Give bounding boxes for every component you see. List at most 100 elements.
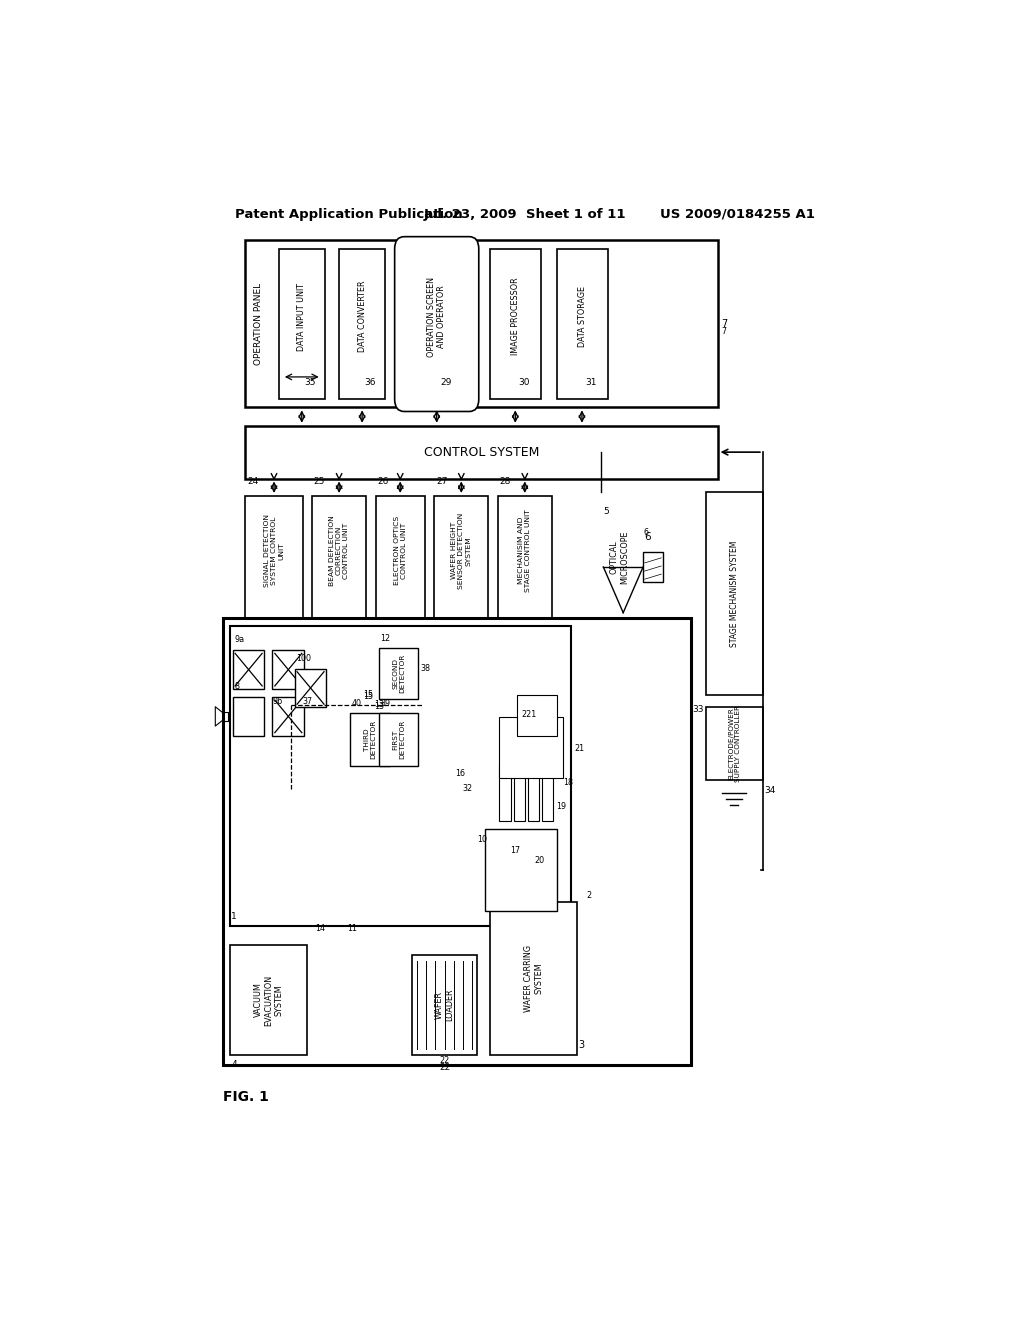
Text: VACUUM
EVACUATION
SYSTEM: VACUUM EVACUATION SYSTEM [254,974,284,1026]
Text: 32: 32 [463,784,473,792]
Text: 1: 1 [231,912,237,921]
Bar [232,651,264,689]
Text: 15: 15 [362,692,373,701]
Text: 36: 36 [365,378,376,387]
Text: 22: 22 [439,1063,451,1072]
Bar [232,697,264,735]
Bar [312,496,367,618]
Bar [350,713,390,766]
Text: 3: 3 [579,1040,585,1049]
Text: 9b: 9b [272,697,283,706]
Bar [514,766,524,821]
Bar [246,496,303,618]
Text: OPERATION PANEL: OPERATION PANEL [254,282,262,364]
Text: 10: 10 [477,836,487,845]
Text: 221: 221 [521,710,537,719]
Text: 19: 19 [557,803,566,810]
Text: ELECTRODE/POWER
SUPPLY CONTROLLER: ELECTRODE/POWER SUPPLY CONTROLLER [728,705,740,783]
Text: 31: 31 [585,378,596,387]
Text: 15: 15 [362,690,373,700]
Text: WAFER CARRING
SYSTEM: WAFER CARRING SYSTEM [524,945,543,1012]
Text: 7: 7 [722,327,727,337]
Text: 27: 27 [436,477,447,486]
Text: 21: 21 [574,744,584,752]
Text: 7: 7 [722,318,728,329]
Text: FIRST
DETECTOR: FIRST DETECTOR [392,721,406,759]
Text: 22: 22 [439,1056,450,1065]
Bar [489,903,578,1055]
Text: 37: 37 [303,697,312,706]
Text: THIRD
DETECTOR: THIRD DETECTOR [364,721,377,759]
Text: 17: 17 [511,846,520,854]
Text: STAGE MECHANISM SYSTEM: STAGE MECHANISM SYSTEM [730,540,738,647]
Bar [272,697,304,735]
Text: OPTICAL
MICROSCOPE: OPTICAL MICROSCOPE [609,531,629,583]
Text: CONTROL SYSTEM: CONTROL SYSTEM [424,446,540,458]
Bar [246,426,718,479]
Text: DATA INPUT UNIT: DATA INPUT UNIT [297,282,306,351]
Text: IMAGE PROCESSOR: IMAGE PROCESSOR [511,277,520,355]
Text: OPERATION SCREEN
AND OPERATOR: OPERATION SCREEN AND OPERATOR [427,277,446,356]
Text: WAFER HEIGHT
SENSOR DETECTION
SYSTEM: WAFER HEIGHT SENSOR DETECTION SYSTEM [452,512,471,589]
Text: 28: 28 [500,477,511,486]
Text: 24: 24 [247,477,258,486]
Text: 9a: 9a [234,635,245,644]
Bar [500,718,563,779]
Bar [295,669,327,708]
Text: 16: 16 [455,770,465,779]
Bar [376,496,425,618]
Text: 2: 2 [587,891,592,900]
Text: 39: 39 [380,700,390,709]
Bar [379,713,419,766]
Bar [246,240,718,408]
Bar [643,552,663,582]
Bar [706,492,763,696]
Text: 38: 38 [420,664,430,673]
Bar [517,696,557,735]
Text: 34: 34 [765,785,776,795]
Text: 6: 6 [644,528,649,536]
Text: 14: 14 [315,924,326,933]
Bar [500,766,511,821]
Bar [706,708,763,780]
Bar [279,249,325,399]
Text: 6: 6 [644,532,650,541]
Bar [223,618,691,1065]
Bar [543,766,553,821]
Bar [412,956,477,1055]
Text: BEAM DEFLECTION
CORRECTION
CONTROL UNIT: BEAM DEFLECTION CORRECTION CONTROL UNIT [329,515,349,586]
Text: 40: 40 [352,700,361,709]
Text: DATA STORAGE: DATA STORAGE [578,286,587,347]
Text: Jul. 23, 2009  Sheet 1 of 11: Jul. 23, 2009 Sheet 1 of 11 [424,207,626,220]
Bar [434,496,488,618]
Text: 25: 25 [313,477,325,486]
Bar [272,651,304,689]
Text: 30: 30 [518,378,529,387]
Text: 29: 29 [440,378,452,387]
Bar [229,626,570,925]
Bar [485,829,557,911]
Bar [229,945,307,1055]
Text: SIGNAL DETECTION
SYSTEM CONTROL
UNIT: SIGNAL DETECTION SYSTEM CONTROL UNIT [264,515,284,587]
Text: Patent Application Publication: Patent Application Publication [236,207,463,220]
Text: 26: 26 [377,477,388,486]
Text: MECHANISIM AND
STAGE CONTROL UNIT: MECHANISIM AND STAGE CONTROL UNIT [518,510,531,593]
Bar [557,249,608,399]
Text: 11: 11 [347,924,357,933]
Text: 5: 5 [603,507,609,516]
Text: 13: 13 [374,702,384,711]
Text: 18: 18 [563,777,572,787]
Bar [498,496,552,618]
Text: ELECTRON OPTICS
CONTROL UNIT: ELECTRON OPTICS CONTROL UNIT [393,516,407,585]
Text: WAFER
LOADER: WAFER LOADER [435,989,455,1022]
Bar [379,648,419,700]
Text: 33: 33 [692,705,703,714]
Text: 8: 8 [234,682,240,690]
FancyBboxPatch shape [394,236,479,412]
Text: 4: 4 [231,1060,237,1069]
Text: SECOND
DETECTOR: SECOND DETECTOR [392,655,406,693]
Bar [528,766,539,821]
Text: 12: 12 [380,634,390,643]
Text: 13: 13 [374,701,384,709]
Bar [489,249,542,399]
